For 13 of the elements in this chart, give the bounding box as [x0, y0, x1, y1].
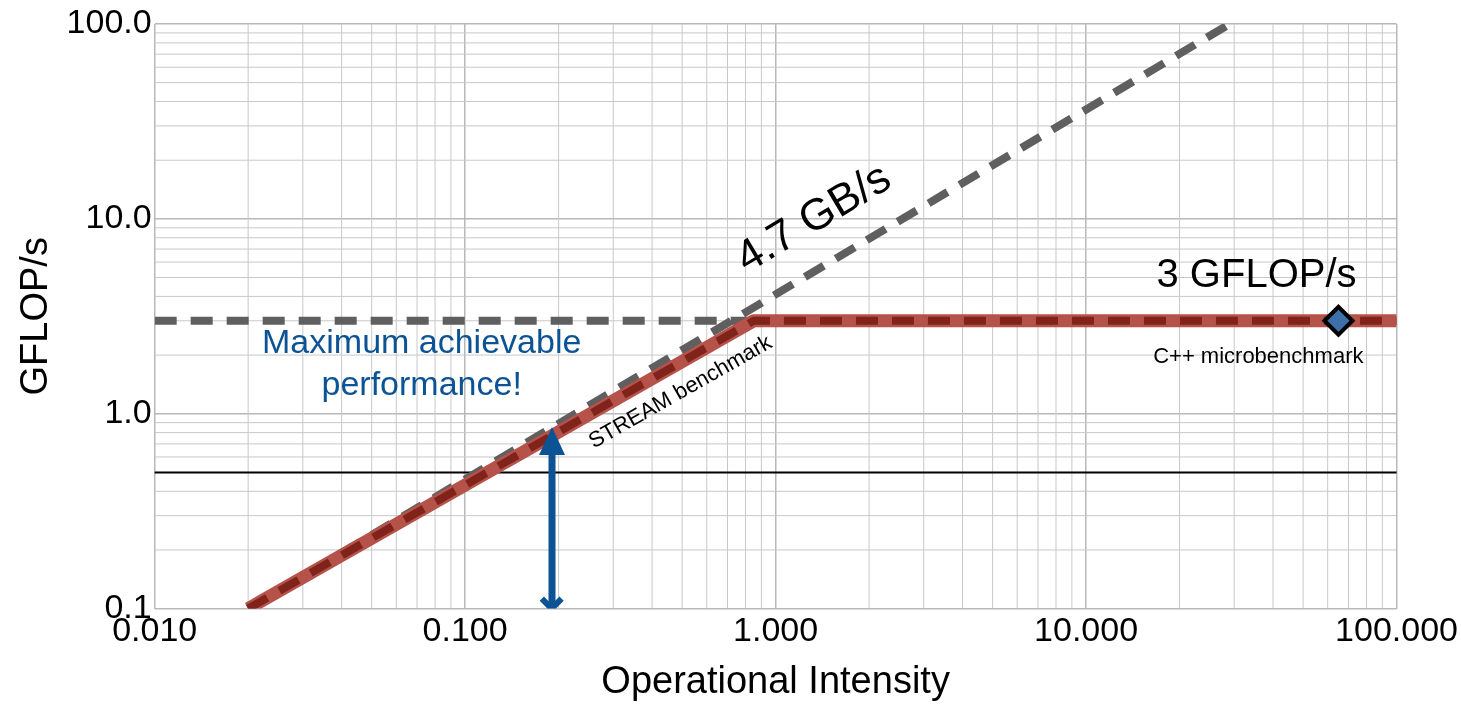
x-tick-label: 1.000 — [733, 610, 819, 649]
annotation: 3 GFLOP/s — [1156, 250, 1357, 295]
y-tick-label: 10.0 — [85, 197, 152, 236]
annotation: Maximum achievable performance! — [262, 321, 582, 402]
annotation: 4.7 GB/s — [726, 151, 899, 282]
annotation: C++ microbenchmark — [1153, 342, 1365, 368]
y-tick-label: 100.0 — [66, 2, 152, 41]
x-tick-label: 10.000 — [1034, 610, 1139, 649]
x-tick-label: 100.000 — [1335, 610, 1458, 649]
x-tick-label: 0.100 — [422, 610, 508, 649]
x-axis-title: Operational Intensity — [601, 658, 950, 701]
y-tick-label: 1.0 — [104, 392, 152, 431]
y-axis-title: GFLOP/s — [13, 237, 56, 396]
